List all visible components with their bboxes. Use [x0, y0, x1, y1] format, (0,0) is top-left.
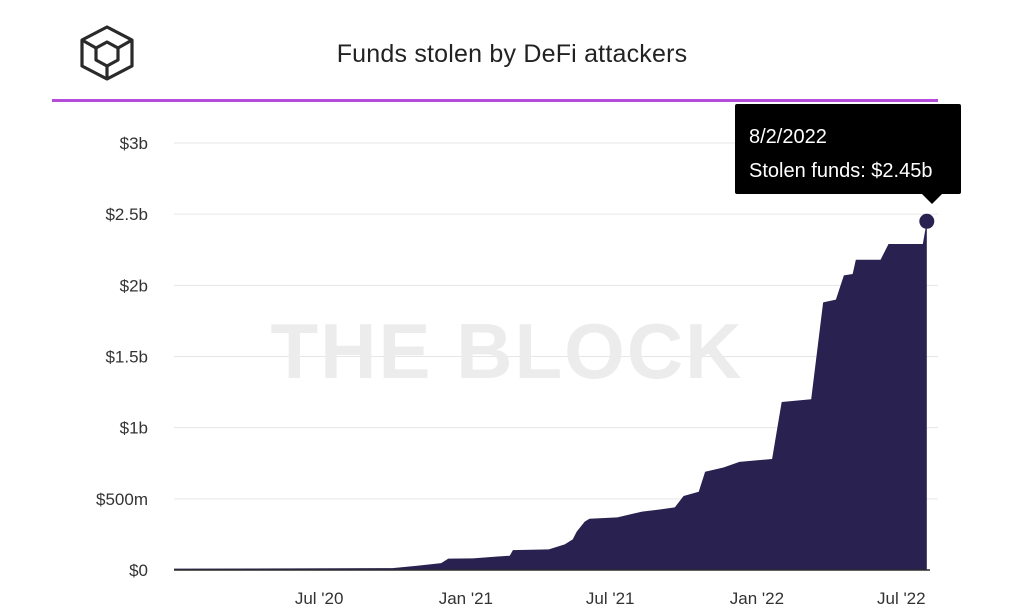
- y-tick-label: $0: [129, 561, 148, 580]
- title-accent-divider: [52, 99, 938, 102]
- y-tick-label: $1b: [120, 419, 148, 438]
- x-tick-label: Jan '21: [439, 589, 493, 608]
- series-area: [174, 221, 927, 571]
- watermark: THE BLOCK: [271, 307, 744, 395]
- highlight-point[interactable]: [919, 213, 935, 229]
- y-tick-label: $3b: [120, 134, 148, 153]
- y-tick-label: $2b: [120, 276, 148, 295]
- the-block-cube-logo-icon: [80, 25, 134, 81]
- chart-title: Funds stolen by DeFi attackers: [336, 40, 688, 68]
- x-tick-label: Jul '20: [295, 589, 344, 608]
- data-tooltip: 8/2/2022 Stolen funds: $2.45b: [735, 104, 961, 204]
- tooltip-date: 8/2/2022: [749, 126, 827, 148]
- tooltip-value: Stolen funds: $2.45b: [749, 160, 933, 182]
- series-layer: [174, 221, 930, 571]
- y-tick-label: $1.5b: [105, 348, 148, 367]
- x-tick-label: Jul '22: [877, 589, 926, 608]
- x-axis: Jul '20 Jan '21 Jul '21 Jan '22 Jul '22: [295, 589, 926, 608]
- highlight-layer: [919, 213, 935, 229]
- x-tick-label: Jan '22: [730, 589, 784, 608]
- y-axis: $0 $500m $1b $1.5b $2b $2.5b $3b: [96, 134, 148, 580]
- y-tick-label: $500m: [96, 490, 148, 509]
- x-tick-label: Jul '21: [586, 589, 635, 608]
- y-tick-label: $2.5b: [105, 205, 148, 224]
